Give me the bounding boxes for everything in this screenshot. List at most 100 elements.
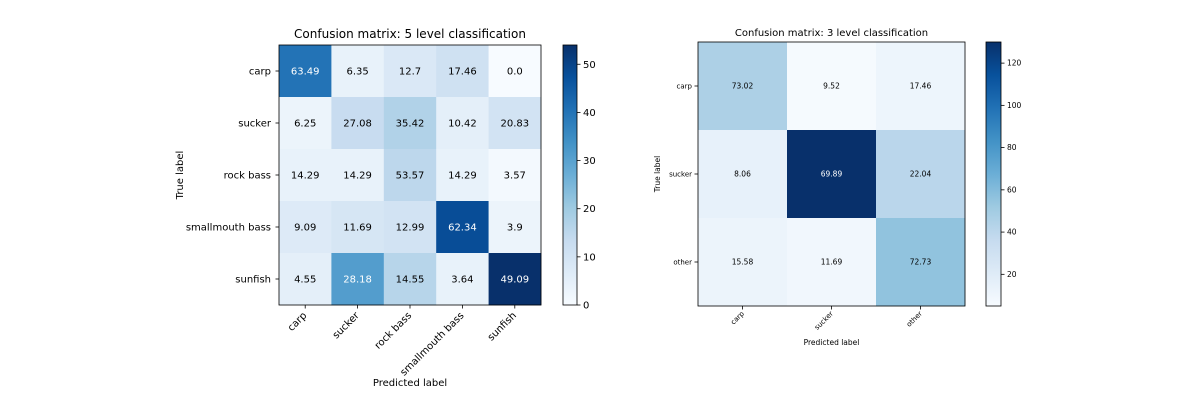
y-tick-label: carp bbox=[677, 82, 693, 90]
heatmap-cell bbox=[488, 201, 542, 254]
cell-value-label: 35.42 bbox=[396, 119, 425, 130]
colorbar-tick-label: 50 bbox=[583, 60, 596, 71]
colorbar-gradient bbox=[985, 41, 1002, 307]
cell-value-label: 14.55 bbox=[396, 275, 425, 286]
cell-value-label: 10.42 bbox=[448, 119, 477, 130]
heatmap-cell bbox=[436, 97, 489, 150]
heatmap-cell bbox=[279, 97, 332, 150]
heatmap-cell bbox=[698, 130, 788, 219]
heatmap-cell bbox=[787, 218, 877, 307]
heatmap-cell bbox=[279, 149, 332, 202]
x-tick-label: carp bbox=[729, 309, 746, 326]
heatmap-cell bbox=[279, 45, 332, 98]
chart-title: Confusion matrix: 5 level classification bbox=[294, 27, 526, 41]
cell-value-label: 8.06 bbox=[734, 170, 751, 179]
chart-title: Confusion matrix: 3 level classification bbox=[735, 28, 928, 39]
colorbar: 0 10 20 30 40 50 bbox=[562, 44, 596, 312]
heatmap-cell bbox=[331, 149, 385, 202]
heatmap-cell bbox=[331, 253, 385, 306]
heatmap-cell bbox=[436, 201, 489, 254]
cell-value-label: 53.57 bbox=[396, 171, 425, 182]
heatmap-cell bbox=[876, 130, 966, 219]
cell-value-label: 9.09 bbox=[294, 223, 316, 234]
colorbar: 20 40 60 80 100 120 bbox=[985, 41, 1022, 307]
cell-value-label: 3.64 bbox=[451, 275, 473, 286]
cell-value-label: 14.29 bbox=[343, 171, 372, 182]
colorbar-tick-label: 120 bbox=[1007, 59, 1022, 68]
cell-value-label: 49.09 bbox=[500, 275, 529, 286]
heatmap-cell bbox=[488, 253, 542, 306]
colorbar-tick-label: 10 bbox=[583, 252, 596, 263]
heatmap-cell bbox=[698, 218, 788, 307]
heatmap-cell bbox=[331, 201, 385, 254]
heatmap-cell bbox=[787, 42, 877, 131]
cell-value-label: 73.02 bbox=[732, 82, 754, 91]
y-axis-label: True label bbox=[175, 151, 186, 201]
cell-value-label: 6.25 bbox=[294, 119, 316, 130]
colorbar-tick-label: 0 bbox=[583, 301, 589, 312]
cell-value-label: 14.29 bbox=[291, 171, 320, 182]
cell-value-label: 0.0 bbox=[507, 67, 523, 78]
cell-value-label: 11.69 bbox=[343, 223, 372, 234]
heatmap-cell bbox=[488, 45, 542, 98]
cell-value-label: 63.49 bbox=[291, 67, 320, 78]
cell-value-label: 3.57 bbox=[504, 171, 526, 182]
heatmap-cell bbox=[488, 97, 542, 150]
heatmap-cell bbox=[383, 253, 437, 306]
x-tick-label: sucker bbox=[331, 310, 363, 342]
cell-value-label: 69.89 bbox=[821, 170, 843, 179]
x-tick-label: carp bbox=[286, 310, 309, 333]
y-axis-label: True label bbox=[653, 156, 662, 193]
cell-value-label: 62.34 bbox=[448, 223, 477, 234]
heatmap-cell bbox=[383, 201, 437, 254]
cell-value-label: 11.69 bbox=[821, 258, 843, 267]
y-tick-label: sunfish bbox=[235, 275, 271, 286]
y-tick-label: sucker bbox=[238, 119, 272, 130]
x-tick-label: rock bass bbox=[373, 310, 414, 351]
y-tick-label: rock bass bbox=[224, 171, 271, 182]
y-tick-label: other bbox=[673, 258, 692, 266]
cell-value-label: 14.29 bbox=[448, 171, 477, 182]
colorbar-tick-label: 40 bbox=[583, 108, 596, 119]
cell-value-label: 20.83 bbox=[500, 119, 529, 130]
heatmap-cell bbox=[876, 218, 966, 307]
colorbar-tick-label: 60 bbox=[1007, 185, 1017, 194]
cell-value-label: 12.99 bbox=[396, 223, 425, 234]
heatmap-cell bbox=[331, 45, 385, 98]
colorbar-tick-label: 100 bbox=[1007, 101, 1022, 110]
confusion-matrix-2: Confusion matrix: 3 level classification… bbox=[653, 28, 1022, 347]
x-tick-label: sucker bbox=[813, 310, 835, 332]
colorbar-tick-label: 80 bbox=[1007, 143, 1017, 152]
heatmap-cell bbox=[383, 45, 437, 98]
cell-value-label: 72.73 bbox=[910, 258, 932, 267]
heatmap-cell bbox=[383, 97, 437, 150]
colorbar-tick-label: 20 bbox=[583, 204, 596, 215]
cell-value-label: 9.52 bbox=[823, 82, 840, 91]
x-tick-label: sunfish bbox=[486, 310, 519, 343]
confusion-matrix-1: Confusion matrix: 5 level classification… bbox=[175, 27, 596, 389]
heatmap-cell bbox=[331, 97, 385, 150]
heatmap-cell bbox=[876, 42, 966, 131]
colorbar-tick-label: 30 bbox=[583, 156, 596, 167]
cell-value-label: 17.46 bbox=[448, 67, 477, 78]
heatmap-cell bbox=[698, 42, 788, 131]
heatmap-cell bbox=[488, 149, 542, 202]
cell-value-label: 17.46 bbox=[910, 82, 932, 91]
heatmap-cell bbox=[436, 253, 489, 306]
colorbar-tick-label: 40 bbox=[1007, 228, 1017, 237]
x-axis-label: Predicted label bbox=[373, 378, 447, 389]
cell-value-label: 6.35 bbox=[346, 67, 368, 78]
heatmap-cell bbox=[383, 149, 437, 202]
colorbar-gradient bbox=[562, 44, 578, 306]
y-tick-label: smallmouth bass bbox=[186, 223, 271, 234]
heatmap-cell bbox=[279, 253, 332, 306]
cell-value-label: 12.7 bbox=[399, 67, 421, 78]
colorbar-tick-label: 20 bbox=[1007, 270, 1017, 279]
cell-value-label: 15.58 bbox=[732, 258, 754, 267]
cell-value-label: 27.08 bbox=[343, 119, 372, 130]
heatmap-cell bbox=[279, 201, 332, 254]
cell-value-label: 22.04 bbox=[910, 170, 932, 179]
cell-value-label: 3.9 bbox=[507, 223, 523, 234]
cell-value-label: 28.18 bbox=[343, 275, 372, 286]
